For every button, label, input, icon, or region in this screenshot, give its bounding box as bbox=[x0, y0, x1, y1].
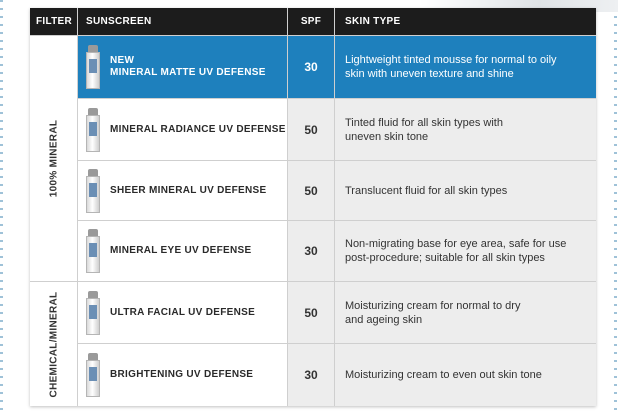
product-name: BRIGHTENING UV DEFENSE bbox=[110, 369, 254, 380]
skin-type-line: skin with uneven texture and shine bbox=[345, 68, 514, 80]
header-sunscreen: SUNSCREEN bbox=[78, 8, 287, 35]
spf-value: 30 bbox=[288, 221, 334, 281]
skin-type-line: Moisturizing cream for normal to dry bbox=[345, 299, 521, 312]
new-badge: NEW bbox=[110, 55, 135, 66]
filter-group-mineral: 100% MINERAL bbox=[30, 36, 77, 281]
product-name-cell: NEW MINERAL MATTE UV DEFENSE bbox=[78, 36, 287, 98]
product-bottle-icon bbox=[86, 168, 100, 213]
product-name-cell: ULTRA FACIAL UV DEFENSE bbox=[78, 282, 287, 343]
product-tube-icon bbox=[86, 45, 100, 89]
product-tube-icon bbox=[86, 290, 100, 335]
spf-value: 50 bbox=[288, 282, 334, 343]
spf-value: 50 bbox=[288, 99, 334, 160]
product-name-cell: MINERAL EYE UV DEFENSE bbox=[78, 221, 287, 281]
product-bottle-icon bbox=[86, 107, 100, 152]
skin-type-line: Lightweight tinted mousse for normal to … bbox=[345, 54, 557, 66]
skin-type-cell: Translucent fluid for all skin types bbox=[335, 161, 596, 220]
skin-type-cell: Non-migrating base for eye area, safe fo… bbox=[335, 221, 596, 281]
filter-group-chemical: CHEMICAL/MINERAL bbox=[30, 282, 77, 406]
skin-type-line: uneven skin tone bbox=[345, 130, 429, 143]
product-name-cell: SHEER MINERAL UV DEFENSE bbox=[78, 161, 287, 220]
left-dash-border bbox=[0, 0, 3, 411]
product-name: MINERAL RADIANCE UV DEFENSE bbox=[110, 123, 286, 135]
product-tube-icon bbox=[86, 353, 100, 397]
spf-value: 30 bbox=[288, 36, 334, 98]
product-name: ULTRA FACIAL UV DEFENSE bbox=[110, 306, 256, 318]
spf-value: 30 bbox=[288, 344, 334, 406]
header-spf: SPF bbox=[288, 8, 334, 35]
header-skin-type: SKIN TYPE bbox=[335, 8, 596, 35]
skin-type-line: Translucent fluid for all skin types bbox=[345, 184, 508, 197]
skin-type-line: Tinted fluid for all skin types with bbox=[345, 116, 503, 129]
skin-type-cell: Tinted fluid for all skin types with une… bbox=[335, 99, 596, 160]
filter-label: 100% MINERAL bbox=[48, 119, 60, 198]
skin-type-cell: Lightweight tinted mousse for normal to … bbox=[335, 36, 596, 98]
product-name: SHEER MINERAL UV DEFENSE bbox=[110, 184, 267, 196]
skin-type-line: Non-migrating base for eye area, safe fo… bbox=[345, 238, 567, 250]
sunscreen-comparison-table: FILTER SUNSCREEN SPF SKIN TYPE 100% MINE… bbox=[30, 8, 596, 406]
header-filter: FILTER bbox=[30, 8, 77, 35]
product-tube-icon bbox=[86, 229, 100, 273]
product-name: MINERAL MATTE UV DEFENSE bbox=[110, 67, 266, 78]
skin-type-line: post-procedure; suitable for all skin ty… bbox=[345, 252, 545, 264]
skin-type-cell: Moisturizing cream for normal to dry and… bbox=[335, 282, 596, 343]
filter-label: CHEMICAL/MINERAL bbox=[48, 291, 59, 397]
product-name-cell: BRIGHTENING UV DEFENSE bbox=[78, 344, 287, 406]
skin-type-line: and ageing skin bbox=[345, 313, 423, 326]
product-name: MINERAL EYE UV DEFENSE bbox=[110, 245, 252, 256]
skin-type-line: Moisturizing cream to even out skin tone bbox=[345, 369, 542, 381]
spf-value: 50 bbox=[288, 161, 334, 220]
right-dash-border bbox=[614, 0, 617, 411]
skin-type-cell: Moisturizing cream to even out skin tone bbox=[335, 344, 596, 406]
product-name-cell: MINERAL RADIANCE UV DEFENSE bbox=[78, 99, 287, 160]
